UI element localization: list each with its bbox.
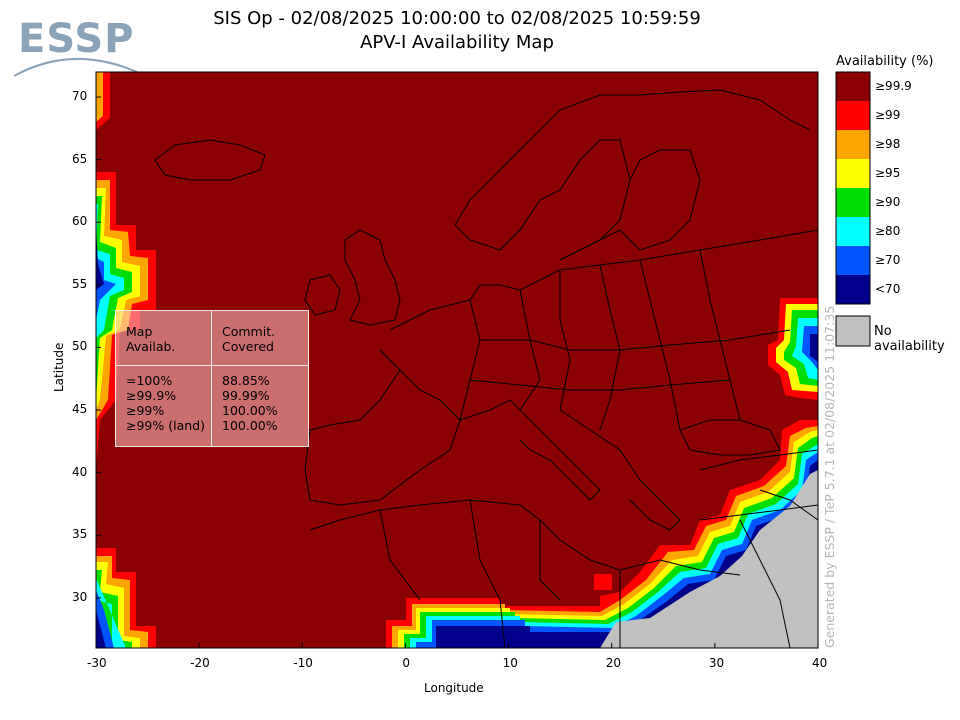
table-divider-horizontal <box>116 365 308 366</box>
legend-color-bar <box>835 71 871 305</box>
coastlines <box>154 89 819 649</box>
y-tick-label: 70 <box>72 89 88 104</box>
axis-ticks <box>95 96 819 648</box>
coverage-stats-table: Map Availab. Commit. Covered =100% ≥99.9… <box>115 310 309 447</box>
x-tick-label: -20 <box>190 656 210 670</box>
y-tick-label: 40 <box>72 464 88 479</box>
legend-item-label: ≥70 <box>875 253 901 267</box>
y-tick-label: 50 <box>72 339 88 354</box>
logo-swoosh <box>13 58 138 77</box>
legend-swatch <box>836 72 870 101</box>
stats-header-map-availability: Map Availab. <box>126 324 176 354</box>
legend-title: Availability (%) <box>836 54 934 69</box>
legend-swatch <box>836 246 870 275</box>
legend-swatch <box>836 159 870 188</box>
legend-item-label: <70 <box>875 282 901 296</box>
low-availability-southwest <box>96 548 156 648</box>
logo-text: ESSP <box>18 16 135 62</box>
no-availability-label: No availability <box>874 324 945 354</box>
generated-by-footer: Generated by ESSP / TeP 5.7.1 at 02/08/2… <box>822 305 837 648</box>
table-divider-vertical <box>211 311 212 446</box>
y-tick-label: 35 <box>72 527 88 542</box>
legend-swatch <box>836 275 870 304</box>
plot-frame <box>95 71 819 649</box>
low-availability-south <box>386 420 818 648</box>
legend-swatch <box>836 130 870 159</box>
low-availability-east <box>768 298 818 400</box>
stats-thresholds: =100% ≥99.9% ≥99% ≥99% (land) <box>126 373 205 433</box>
stats-header-commit-covered: Commit. Covered <box>222 324 276 354</box>
x-tick-label: 0 <box>402 656 411 670</box>
low-availability-spot <box>594 574 612 590</box>
x-tick-label: 30 <box>708 656 725 670</box>
x-axis-label: Longitude <box>424 681 484 695</box>
x-tick-label: -30 <box>87 656 107 670</box>
y-axis-label: Latitude <box>52 342 66 392</box>
map-subtitle: APV-I Availability Map <box>360 32 554 53</box>
x-tick-label: 40 <box>812 656 828 670</box>
stats-values: 88.85% 99.99% 100.00% 100.00% <box>222 373 278 433</box>
legend-item-label: ≥98 <box>875 137 901 151</box>
legend-item-label: ≥99 <box>875 108 901 122</box>
no-availability-swatch <box>835 315 871 347</box>
legend-swatch <box>836 217 870 246</box>
legend-frame <box>835 71 871 305</box>
y-tick-label: 55 <box>72 276 88 291</box>
y-tick-label: 65 <box>72 151 88 166</box>
y-tick-label: 30 <box>72 589 88 604</box>
legend-item-label: ≥99.9 <box>875 79 912 93</box>
low-availability-west-upper <box>96 172 156 470</box>
legend-item-label: ≥95 <box>875 166 901 180</box>
map-title: SIS Op - 02/08/2025 10:00:00 to 02/08/20… <box>213 8 701 29</box>
x-tick-label: -10 <box>293 656 313 670</box>
legend-swatch <box>836 188 870 217</box>
legend-item-label: ≥90 <box>875 195 901 209</box>
y-tick-label: 45 <box>72 402 88 417</box>
legend-swatch <box>836 101 870 130</box>
essp-logo: ESSP <box>12 14 142 84</box>
x-tick-label: 20 <box>605 656 621 670</box>
x-tick-label: 10 <box>502 656 518 670</box>
y-tick-label: 60 <box>72 214 88 229</box>
legend-item-label: ≥80 <box>875 224 901 238</box>
